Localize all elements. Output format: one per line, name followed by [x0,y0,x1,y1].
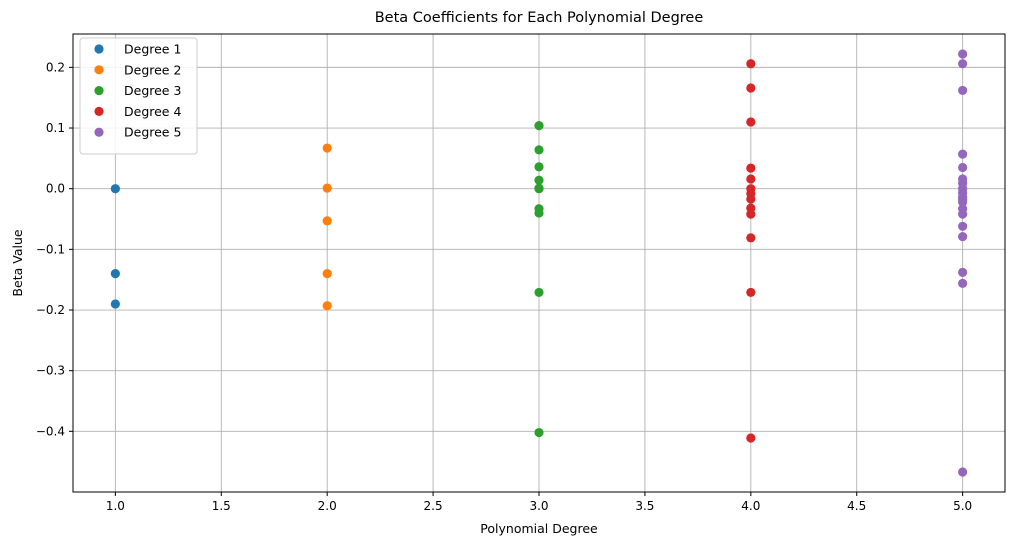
y-tick-label: 0.1 [46,121,65,135]
data-point-degree-2 [322,216,332,226]
data-point-degree-4 [746,194,756,204]
data-point-degree-5 [958,49,968,59]
y-tick-label: −0.3 [36,364,65,378]
x-tick-label: 5.0 [953,499,972,513]
data-point-degree-3 [534,287,544,298]
data-point-degree-1 [110,269,120,279]
data-point-degree-5 [958,162,968,173]
x-tick-label: 2.5 [424,499,443,513]
y-tick-label: 0.0 [46,182,65,196]
data-point-degree-3 [534,162,544,172]
y-tick-label: −0.2 [36,303,65,317]
data-point-degree-4 [746,433,756,443]
legend-label: Degree 2 [124,62,181,77]
legend-marker [94,106,104,116]
data-point-degree-5 [958,59,968,69]
x-tick-label: 3.5 [635,499,654,513]
points-layer [110,49,968,477]
legend: Degree 1 Degree 2 Degree 3 Degree 4 Degree 5 [79,37,198,155]
x-axis-label: Polynomial Degree [480,521,598,536]
y-tick-label: −0.1 [36,242,65,256]
legend-box [79,37,198,155]
data-point-degree-3 [534,121,544,131]
data-point-degree-3 [534,175,544,185]
data-point-degree-2 [322,183,332,193]
y-tick-label: −0.4 [36,424,65,438]
x-tick-label: 1.5 [212,499,231,513]
x-tick-label: 2.0 [318,499,337,513]
data-point-degree-5 [958,221,968,231]
data-point-degree-5 [958,467,968,477]
data-point-degree-3 [534,208,544,218]
data-point-degree-4 [746,117,756,127]
grid-layer [73,34,1005,492]
data-point-degree-3 [534,184,544,194]
data-point-degree-5 [958,149,968,159]
legend-label: Degree 1 [124,42,181,57]
chart-title: Beta Coefficients for Each Polynomial De… [375,10,704,26]
legend-label: Degree 4 [124,104,181,119]
legend-marker [94,127,104,137]
y-tick-label: 0.2 [46,60,65,74]
ticks-layer: 1.0 1.5 2.0 2.5 3.0 3.5 4.0 4.5 5.0 0.2 0.1 0.0 −0.1… [36,60,972,513]
x-tick-label: 1.0 [106,499,125,513]
x-tick-label: 4.0 [741,499,760,513]
data-point-degree-2 [322,143,332,153]
legend-marker [94,44,104,54]
x-tick-label: 3.0 [529,499,548,513]
data-point-degree-4 [746,163,756,173]
legend-label: Degree 5 [124,125,181,140]
data-point-degree-5 [958,278,968,288]
data-point-degree-4 [746,83,756,93]
data-point-degree-2 [322,269,332,279]
data-point-degree-2 [322,301,332,311]
data-point-degree-3 [534,145,544,155]
x-tick-label: 4.5 [847,499,866,513]
data-point-degree-4 [746,209,756,219]
data-point-degree-5 [958,85,968,96]
legend-marker [94,86,104,96]
data-point-degree-5 [958,209,968,219]
data-point-degree-5 [958,195,968,205]
data-point-degree-5 [958,267,968,278]
legend-marker [94,65,104,75]
data-point-degree-3 [534,427,544,438]
data-point-degree-4 [746,59,756,69]
data-point-degree-1 [110,184,120,194]
data-point-degree-4 [746,287,756,298]
data-point-degree-1 [110,299,120,309]
data-point-degree-4 [746,233,756,243]
y-axis-label: Beta Value [10,229,25,296]
data-point-degree-5 [958,232,968,242]
legend-label: Degree 3 [124,83,181,98]
data-point-degree-4 [746,174,756,184]
